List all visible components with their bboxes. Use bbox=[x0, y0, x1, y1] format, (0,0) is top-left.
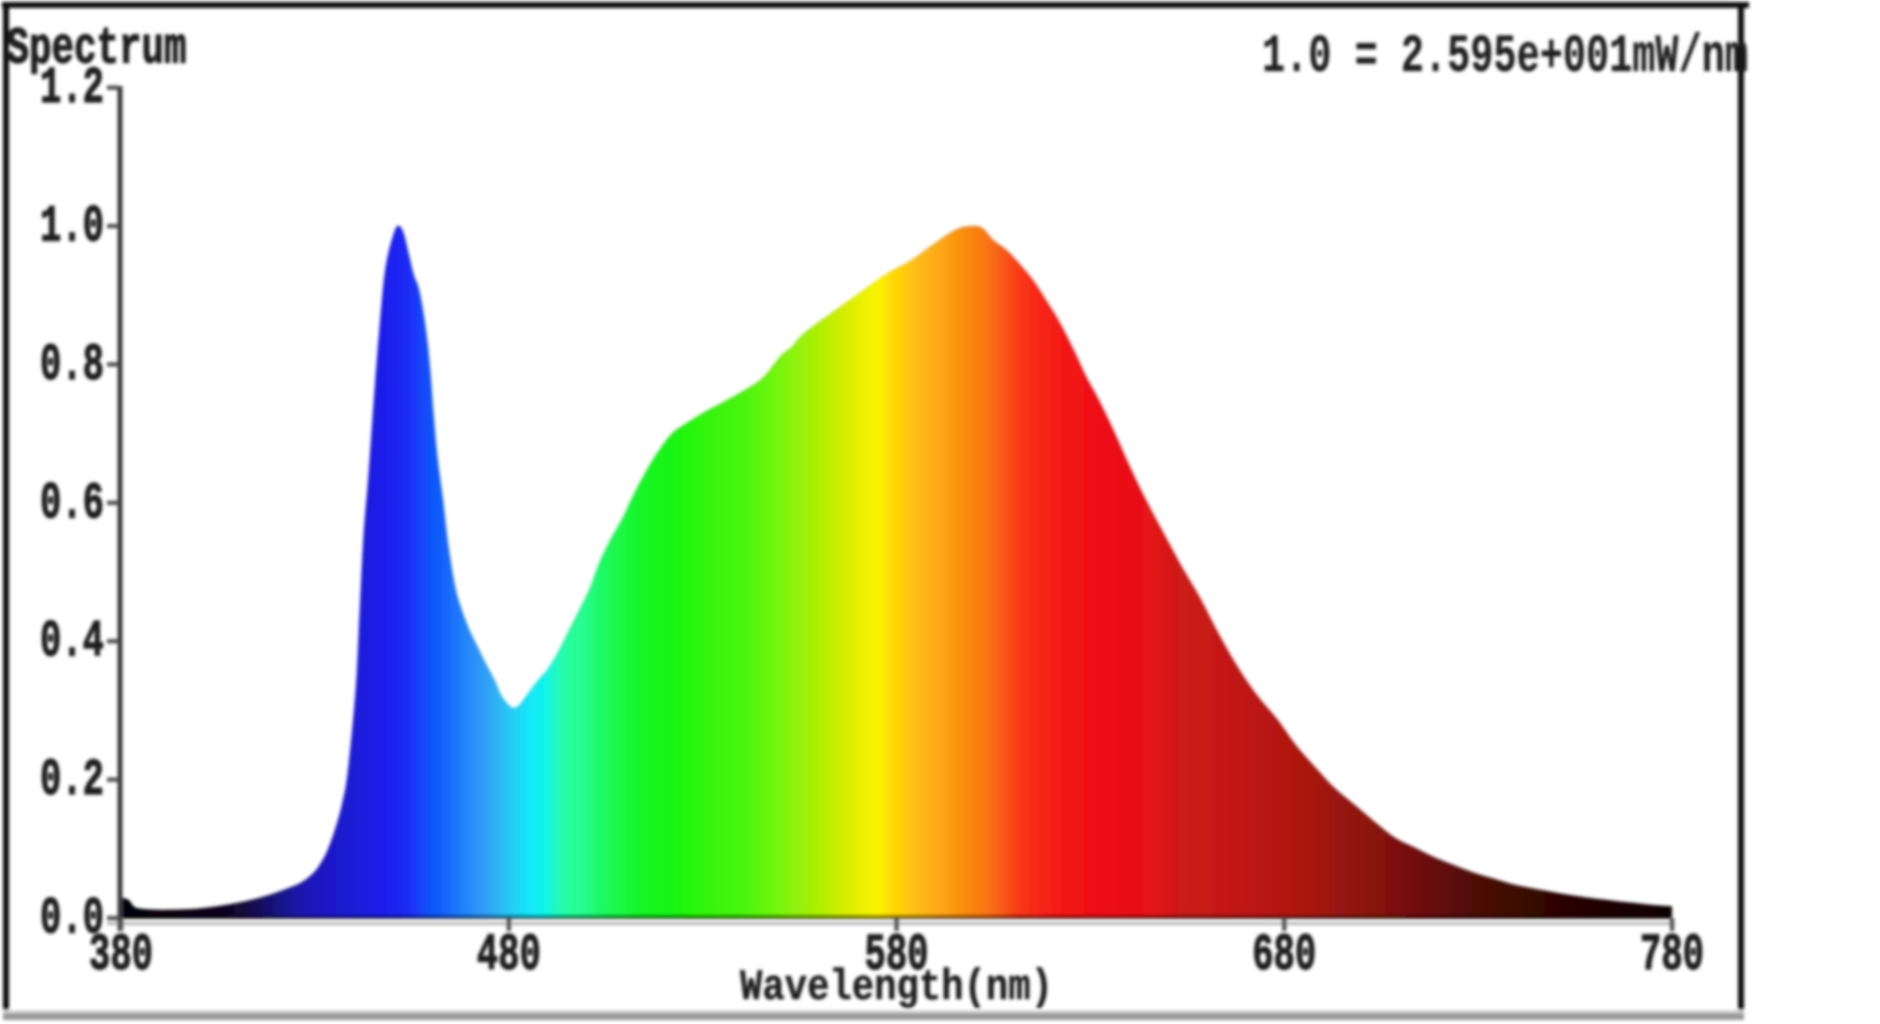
svg-text:0.0: 0.0 bbox=[40, 890, 104, 949]
svg-text:0.6: 0.6 bbox=[40, 474, 104, 533]
svg-text:380: 380 bbox=[89, 926, 153, 985]
svg-text:1.2: 1.2 bbox=[40, 59, 104, 118]
svg-text:0.2: 0.2 bbox=[40, 751, 104, 810]
svg-text:Wavelength(nm): Wavelength(nm) bbox=[740, 963, 1053, 1013]
svg-text:0.8: 0.8 bbox=[40, 336, 104, 395]
svg-text:480: 480 bbox=[477, 926, 541, 985]
svg-text:680: 680 bbox=[1252, 926, 1316, 985]
svg-text:580: 580 bbox=[865, 926, 929, 985]
svg-text:0.4: 0.4 bbox=[40, 613, 104, 672]
svg-text:Spectrum: Spectrum bbox=[7, 20, 187, 79]
svg-text:780: 780 bbox=[1640, 926, 1704, 985]
svg-text:1.0 = 2.595e+001mW/nm: 1.0 = 2.595e+001mW/nm bbox=[1262, 27, 1748, 88]
svg-text:1.0: 1.0 bbox=[40, 198, 104, 257]
